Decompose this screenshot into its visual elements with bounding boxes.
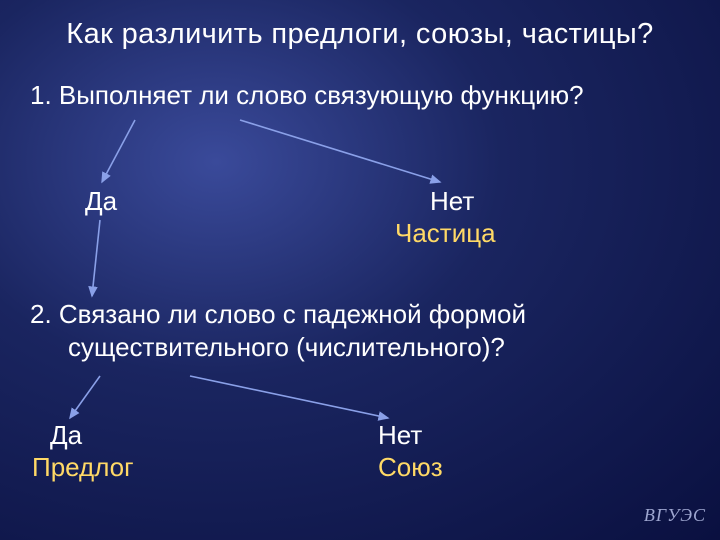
question-1: 1. Выполняет ли слово связующую функцию? <box>30 80 584 111</box>
q2-answer-no: Нет <box>378 420 422 451</box>
arrow-q1-yes <box>102 120 135 182</box>
question-2: 2. Связано ли слово с падежной формой су… <box>30 298 526 365</box>
arrow-q2-no <box>190 376 388 418</box>
q2-answer-yes: Да <box>50 420 82 451</box>
result-conjunction: Союз <box>378 452 443 483</box>
footer-logo: ВГУЭС <box>644 505 706 526</box>
arrow-yes-to-q2 <box>92 220 100 296</box>
slide-title: Как различить предлоги, союзы, частицы? <box>0 18 720 51</box>
question-2-line2: существительного (числительного)? <box>30 331 526 364</box>
question-2-line1: 2. Связано ли слово с падежной формой <box>30 299 526 329</box>
q1-answer-yes: Да <box>85 186 117 217</box>
q1-answer-no: Нет <box>430 186 474 217</box>
result-particle: Частица <box>395 218 496 249</box>
result-preposition: Предлог <box>32 452 134 483</box>
arrow-q1-no <box>240 120 440 182</box>
arrow-q2-yes <box>70 376 100 418</box>
